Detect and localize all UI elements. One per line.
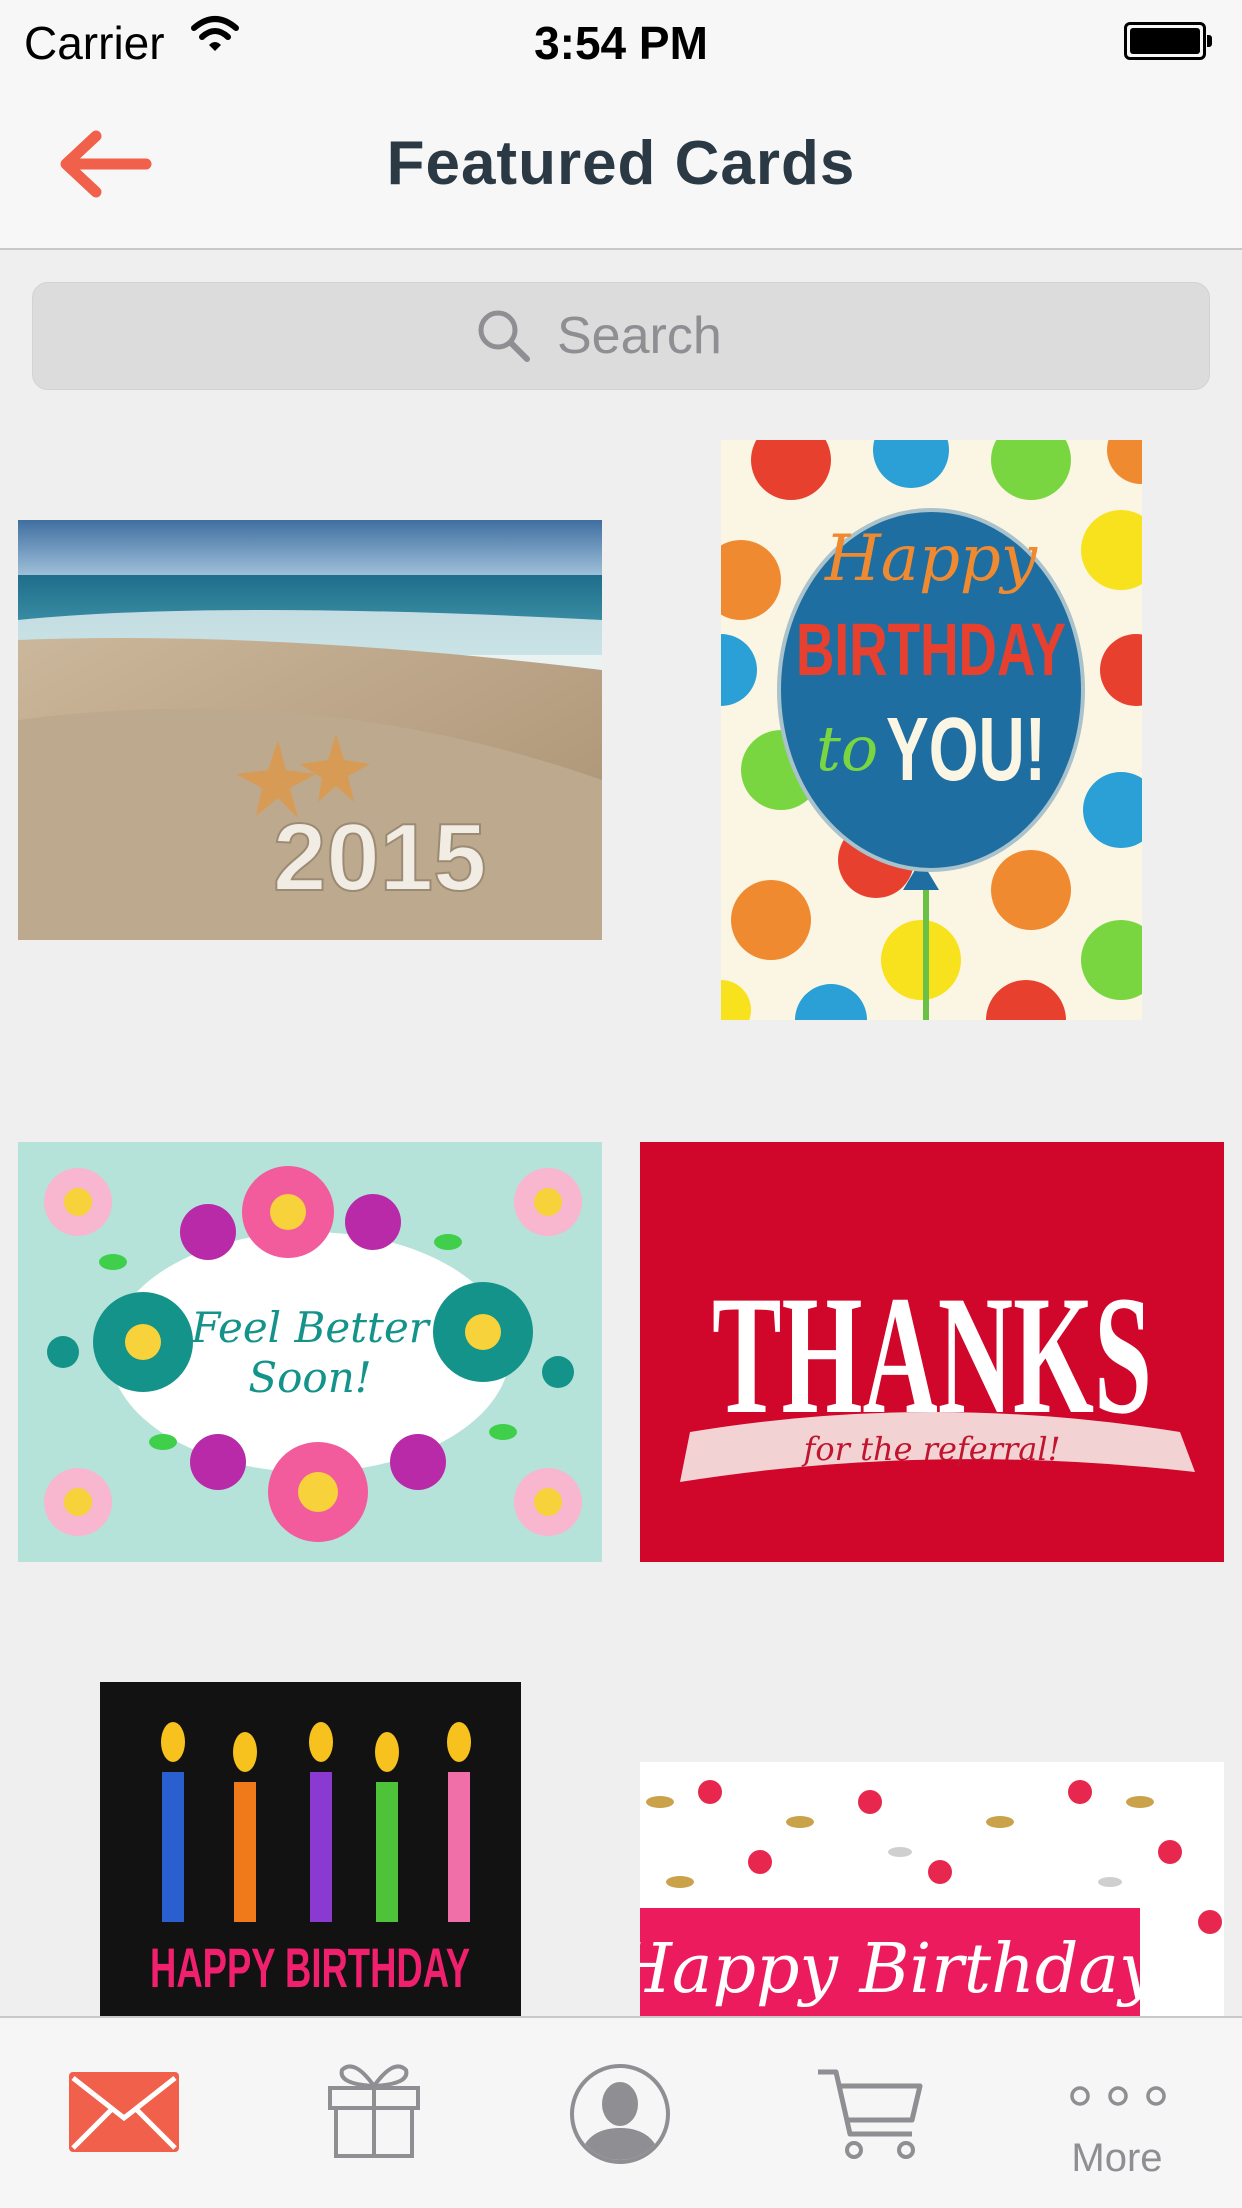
beach-image: 2015 [18,520,602,940]
candles-text: HAPPY BIRTHDAY [150,1936,470,1999]
tab-cards[interactable] [0,2018,248,2208]
card-floral-happy-birthday[interactable]: Happy Birthday [640,1762,1224,2016]
status-bar: Carrier 3:54 PM [0,0,1242,84]
tab-cart[interactable] [744,2018,992,2208]
card-beach-2015[interactable]: 2015 [18,520,602,940]
tab-more[interactable]: More [992,2018,1242,2208]
cart-icon [818,2069,923,2159]
battery-icon [1124,22,1212,60]
back-button[interactable] [56,114,156,214]
gift-icon [328,2064,420,2158]
page-title: Featured Cards [386,129,856,198]
floral-birthday-image: Happy Birthday [640,1762,1224,2016]
card-thanks-referral[interactable]: THANKS for the referral! [640,1142,1224,1562]
more-dots-icon [1070,2086,1166,2106]
thanks-image: THANKS for the referral! [640,1142,1224,1562]
card-happy-birthday-balloon[interactable]: Happy BIRTHDAY to YOU! [721,440,1142,1020]
card-feel-better-soon[interactable]: Feel Better Soon! [18,1142,602,1562]
navigation-bar: Featured Cards [0,84,1242,250]
balloon-line3a: to [816,712,878,785]
tab-gifts[interactable] [248,2018,496,2208]
feel-better-line1: Feel Better [190,1303,432,1352]
balloon-image: Happy BIRTHDAY to YOU! [721,440,1142,1020]
carrier-label: Carrier [24,17,165,69]
floral-birthday-text: Happy Birthday [640,1930,1159,2009]
search-icon [478,310,530,362]
card-text: 2015 [273,804,487,911]
tab-more-label: More [1071,2136,1163,2180]
search-field[interactable] [32,282,1210,390]
card-candles-happy-birthday[interactable]: HAPPY BIRTHDAY [100,1682,521,2016]
wifi-icon [191,16,239,51]
thanks-banner: for the referral! [802,1430,1061,1468]
floral-image: Feel Better Soon! [18,1142,602,1562]
balloon-line3b: YOU! [886,700,1046,800]
candles-image: HAPPY BIRTHDAY [100,1682,521,2016]
envelope-icon [69,2072,179,2152]
search-input[interactable] [557,306,767,366]
balloon-line2: BIRTHDAY [796,608,1066,691]
arrow-left-icon [60,130,152,198]
tab-profile[interactable] [496,2018,744,2208]
clock: 3:54 PM [534,17,708,69]
search-bar [0,250,1242,400]
feel-better-line2: Soon! [248,1353,371,1402]
balloon-line1: Happy [824,522,1038,596]
profile-icon [570,2064,670,2164]
tab-bar: More [0,2016,1242,2208]
